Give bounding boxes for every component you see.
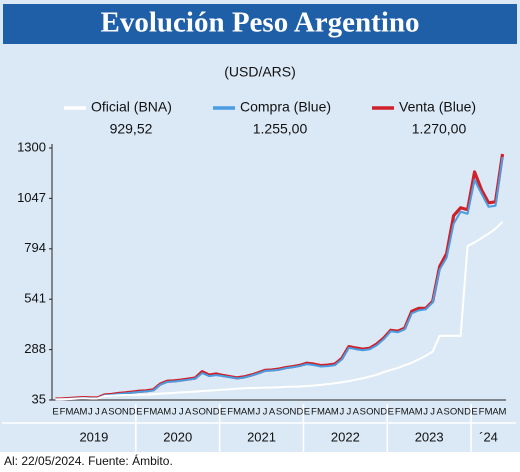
x-tick-label: J (179, 407, 184, 418)
x-tick-label: A (157, 407, 164, 418)
footnote: Al: 22/05/2024. Fuente: Ámbito. (4, 453, 173, 468)
x-tick-label: M (485, 407, 493, 418)
x-tick-label: F (143, 407, 149, 418)
x-tick-label: E (471, 407, 477, 418)
x-tick-label: J (339, 407, 344, 418)
year-label: ´24 (479, 429, 498, 444)
x-tick-label: F (479, 407, 485, 418)
legend-value: 929,52 (110, 121, 153, 137)
x-tick-label: A (325, 407, 332, 418)
x-tick-label: N (290, 407, 297, 418)
x-tick-label: S (360, 407, 366, 418)
x-tick-label: J (346, 407, 351, 418)
x-tick-label: A (353, 407, 360, 418)
x-tick-label: A (241, 407, 248, 418)
x-tick-label: A (269, 407, 276, 418)
legend-value: 1.255,00 (253, 121, 308, 137)
x-tick-label: S (443, 407, 449, 418)
legend-label: Venta (Blue) (399, 99, 476, 115)
x-tick-label: J (88, 407, 93, 418)
x-tick-label: M (66, 407, 74, 418)
x-tick-label: E (136, 407, 142, 418)
y-tick-label: 1047 (17, 190, 46, 205)
y-tick-label: 541 (24, 291, 46, 306)
x-tick-label: A (73, 407, 80, 418)
x-tick-label: D (464, 407, 471, 418)
y-tick-label: 35 (32, 391, 46, 406)
x-tick-label: E (388, 407, 394, 418)
x-tick-label: J (172, 407, 177, 418)
title-banner (3, 4, 517, 44)
x-tick-label: S (192, 407, 198, 418)
x-tick-label: N (373, 407, 380, 418)
year-label: 2020 (163, 429, 192, 444)
x-tick-label: N (122, 407, 129, 418)
x-tick-label: O (282, 407, 289, 418)
x-tick-label: J (430, 407, 435, 418)
x-tick-label: S (108, 407, 114, 418)
x-tick-label: J (263, 407, 268, 418)
legend-label: Compra (Blue) (240, 99, 331, 115)
legend-label: Oficial (BNA) (91, 99, 172, 115)
x-tick-label: F (395, 407, 401, 418)
x-tick-label: A (409, 407, 416, 418)
x-tick-label: F (311, 407, 317, 418)
subtitle: (USD/ARS) (224, 64, 296, 80)
x-tick-label: M (415, 407, 423, 418)
year-label: 2021 (247, 429, 276, 444)
x-tick-label: J (256, 407, 261, 418)
x-tick-label: D (297, 407, 304, 418)
year-label: 2022 (331, 429, 360, 444)
x-tick-label: A (101, 407, 108, 418)
x-tick-label: A (436, 407, 443, 418)
x-tick-label: M (247, 407, 255, 418)
x-tick-label: F (60, 407, 66, 418)
x-tick-label: D (380, 407, 387, 418)
x-tick-label: M (401, 407, 409, 418)
x-tick-label: M (317, 407, 325, 418)
x-tick-label: J (95, 407, 100, 418)
y-tick-label: 794 (24, 240, 46, 255)
x-tick-label: F (227, 407, 233, 418)
x-tick-label: O (115, 407, 122, 418)
x-tick-label: N (457, 407, 464, 418)
x-tick-label: O (450, 407, 457, 418)
x-tick-label: O (198, 407, 205, 418)
x-tick-label: A (185, 407, 192, 418)
chart-title: Evolución Peso Argentino (100, 7, 419, 39)
x-tick-label: M (149, 407, 157, 418)
x-tick-label: O (366, 407, 373, 418)
x-tick-label: A (492, 407, 499, 418)
x-tick-label: M (233, 407, 241, 418)
x-tick-label: E (220, 407, 226, 418)
x-tick-label: N (206, 407, 213, 418)
x-tick-label: M (499, 407, 507, 418)
x-tick-label: E (304, 407, 310, 418)
legend-value: 1.270,00 (412, 121, 467, 137)
year-label: 2019 (79, 429, 108, 444)
x-tick-label: M (79, 407, 87, 418)
series-line (55, 221, 504, 401)
x-tick-label: D (129, 407, 136, 418)
y-tick-label: 1300 (17, 139, 46, 154)
series-line (55, 156, 504, 401)
x-tick-label: M (163, 407, 171, 418)
x-tick-label: M (331, 407, 339, 418)
x-tick-label: D (213, 407, 220, 418)
x-tick-label: J (423, 407, 428, 418)
x-tick-label: S (276, 407, 282, 418)
y-tick-label: 288 (24, 341, 46, 356)
x-tick-label: E (52, 407, 58, 418)
year-label: 2023 (415, 429, 444, 444)
panel (0, 0, 520, 452)
